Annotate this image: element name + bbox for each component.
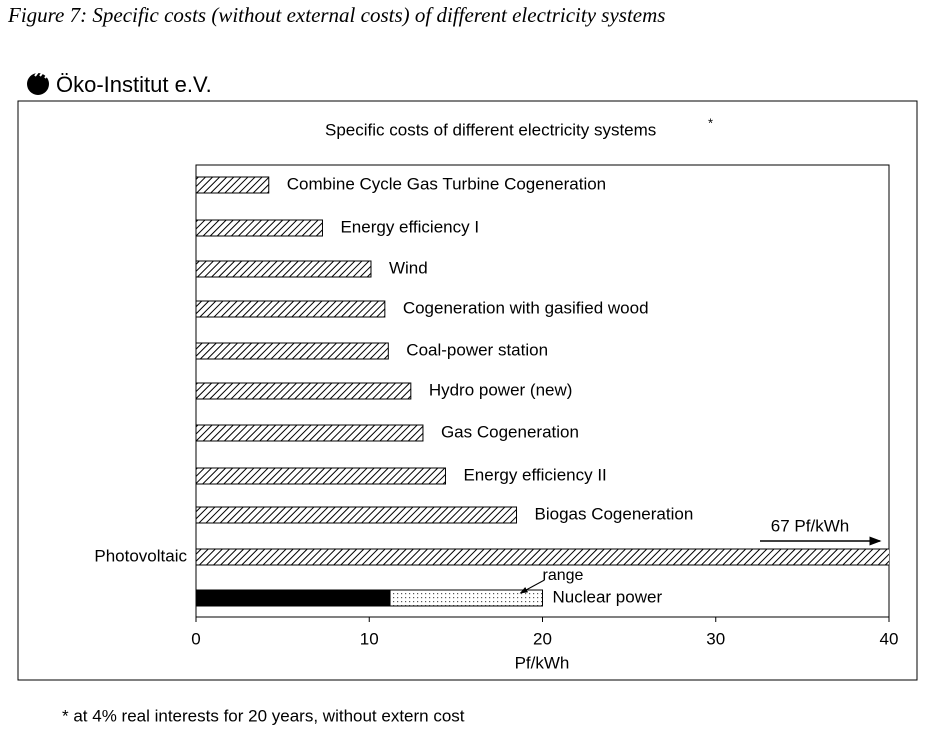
category-label: Energy efficiency I bbox=[340, 217, 479, 236]
x-tick-label: 10 bbox=[360, 629, 379, 648]
bar bbox=[196, 342, 389, 360]
bar bbox=[196, 382, 412, 400]
category-label: Nuclear power bbox=[553, 587, 663, 606]
range-label: range bbox=[543, 567, 584, 584]
bar bbox=[196, 300, 386, 318]
category-label: Coal-power station bbox=[406, 340, 548, 359]
category-label: Wind bbox=[389, 258, 428, 277]
x-tick-label: 30 bbox=[706, 629, 725, 648]
category-label: Cogeneration with gasified wood bbox=[403, 298, 649, 317]
value-label: 67 Pf/kWh bbox=[771, 516, 849, 535]
x-tick-label: 40 bbox=[880, 629, 899, 648]
footnote: * at 4% real interests for 20 years, wit… bbox=[62, 706, 465, 725]
chart-title: Specific costs of different electricity … bbox=[325, 120, 656, 139]
x-tick-label: 20 bbox=[533, 629, 552, 648]
category-label: Gas Cogeneration bbox=[441, 422, 579, 441]
category-label: Photovoltaic bbox=[94, 546, 187, 565]
bar bbox=[196, 589, 391, 607]
bar bbox=[196, 176, 270, 194]
range-arrow bbox=[519, 579, 545, 594]
category-label: Biogas Cogeneration bbox=[535, 504, 694, 523]
bar bbox=[196, 506, 518, 524]
logo-icon bbox=[27, 71, 49, 95]
bar bbox=[196, 424, 424, 442]
bar bbox=[196, 219, 323, 237]
bar bbox=[196, 548, 889, 566]
figure-caption: Figure 7: Specific costs (without extern… bbox=[7, 3, 665, 27]
x-tick-label: 0 bbox=[191, 629, 200, 648]
chart-frame bbox=[17, 100, 918, 681]
bar bbox=[196, 260, 372, 278]
category-label: Energy efficiency II bbox=[463, 465, 606, 484]
range-bar bbox=[389, 589, 544, 607]
category-label: Hydro power (new) bbox=[429, 380, 573, 399]
x-axis-label: Pf/kWh bbox=[515, 653, 570, 672]
bars bbox=[196, 176, 889, 607]
logo: Öko-Institut e.V. bbox=[56, 72, 212, 97]
bar bbox=[196, 467, 446, 485]
title-mark: * bbox=[708, 115, 713, 130]
category-label: Combine Cycle Gas Turbine Cogeneration bbox=[287, 174, 606, 193]
